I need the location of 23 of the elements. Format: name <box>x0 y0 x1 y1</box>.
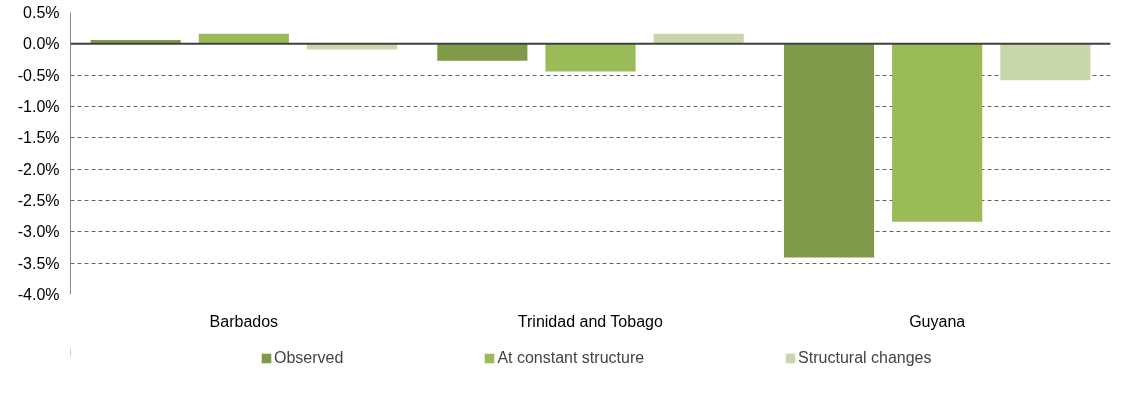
bar <box>545 43 636 72</box>
bar <box>1000 43 1091 81</box>
legend-label: Observed <box>274 349 344 367</box>
y-tick-label: -4.0% <box>17 286 60 303</box>
legend-label: At constant structure <box>497 349 645 367</box>
bar <box>892 43 983 222</box>
x-tick-label: Guyana <box>909 312 966 330</box>
x-tick-label: Trinidad and Tobago <box>517 312 663 330</box>
y-tick-label: -3.0% <box>17 223 60 241</box>
y-tick-label: -0.5% <box>17 66 60 84</box>
legend-label: Structural changes <box>798 349 932 367</box>
y-tick-label: -2.5% <box>17 192 60 209</box>
y-tick-label: -3.5% <box>17 254 60 272</box>
y-tick-label: -2.0% <box>17 160 60 178</box>
bar <box>198 33 289 44</box>
bar <box>653 33 744 44</box>
bar <box>437 43 528 61</box>
y-tick-label: 0.5% <box>23 4 60 21</box>
y-tick-label: -1.0% <box>17 98 60 115</box>
y-tick-label: 0.0% <box>23 35 60 53</box>
bar <box>783 43 875 258</box>
x-tick-label: Barbados <box>209 312 279 330</box>
y-tick-label: -1.5% <box>17 129 60 147</box>
